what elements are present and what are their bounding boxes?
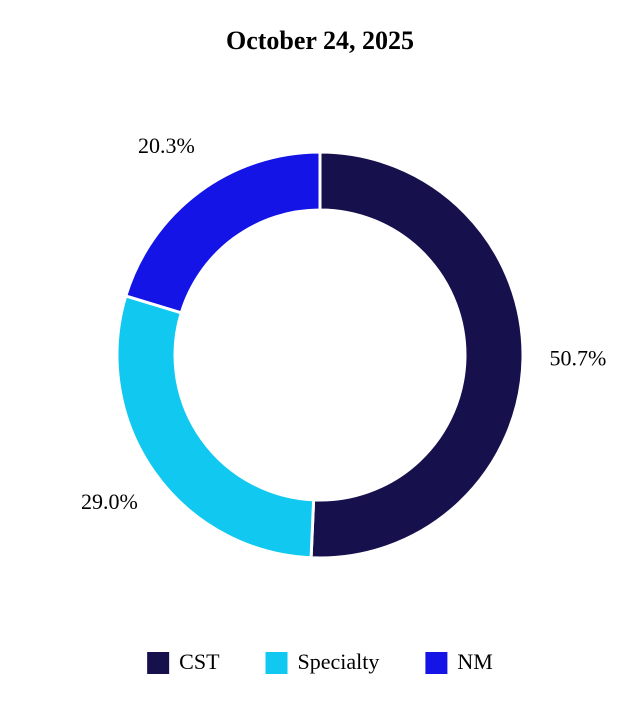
chart-title: October 24, 2025 xyxy=(226,26,414,55)
data-label: 29.0% xyxy=(81,489,138,514)
donut-segment xyxy=(309,150,525,560)
legend-label: NM xyxy=(457,649,492,674)
legend-swatch xyxy=(425,652,448,674)
data-label: 20.3% xyxy=(138,133,195,158)
donut-segment xyxy=(115,294,316,560)
legend-label: CST xyxy=(179,649,220,674)
legend-swatch xyxy=(265,652,288,674)
data-label: 50.7% xyxy=(550,346,607,371)
donut-segment xyxy=(123,150,322,315)
legend-label: Specialty xyxy=(298,649,380,674)
legend-swatch xyxy=(147,652,170,674)
